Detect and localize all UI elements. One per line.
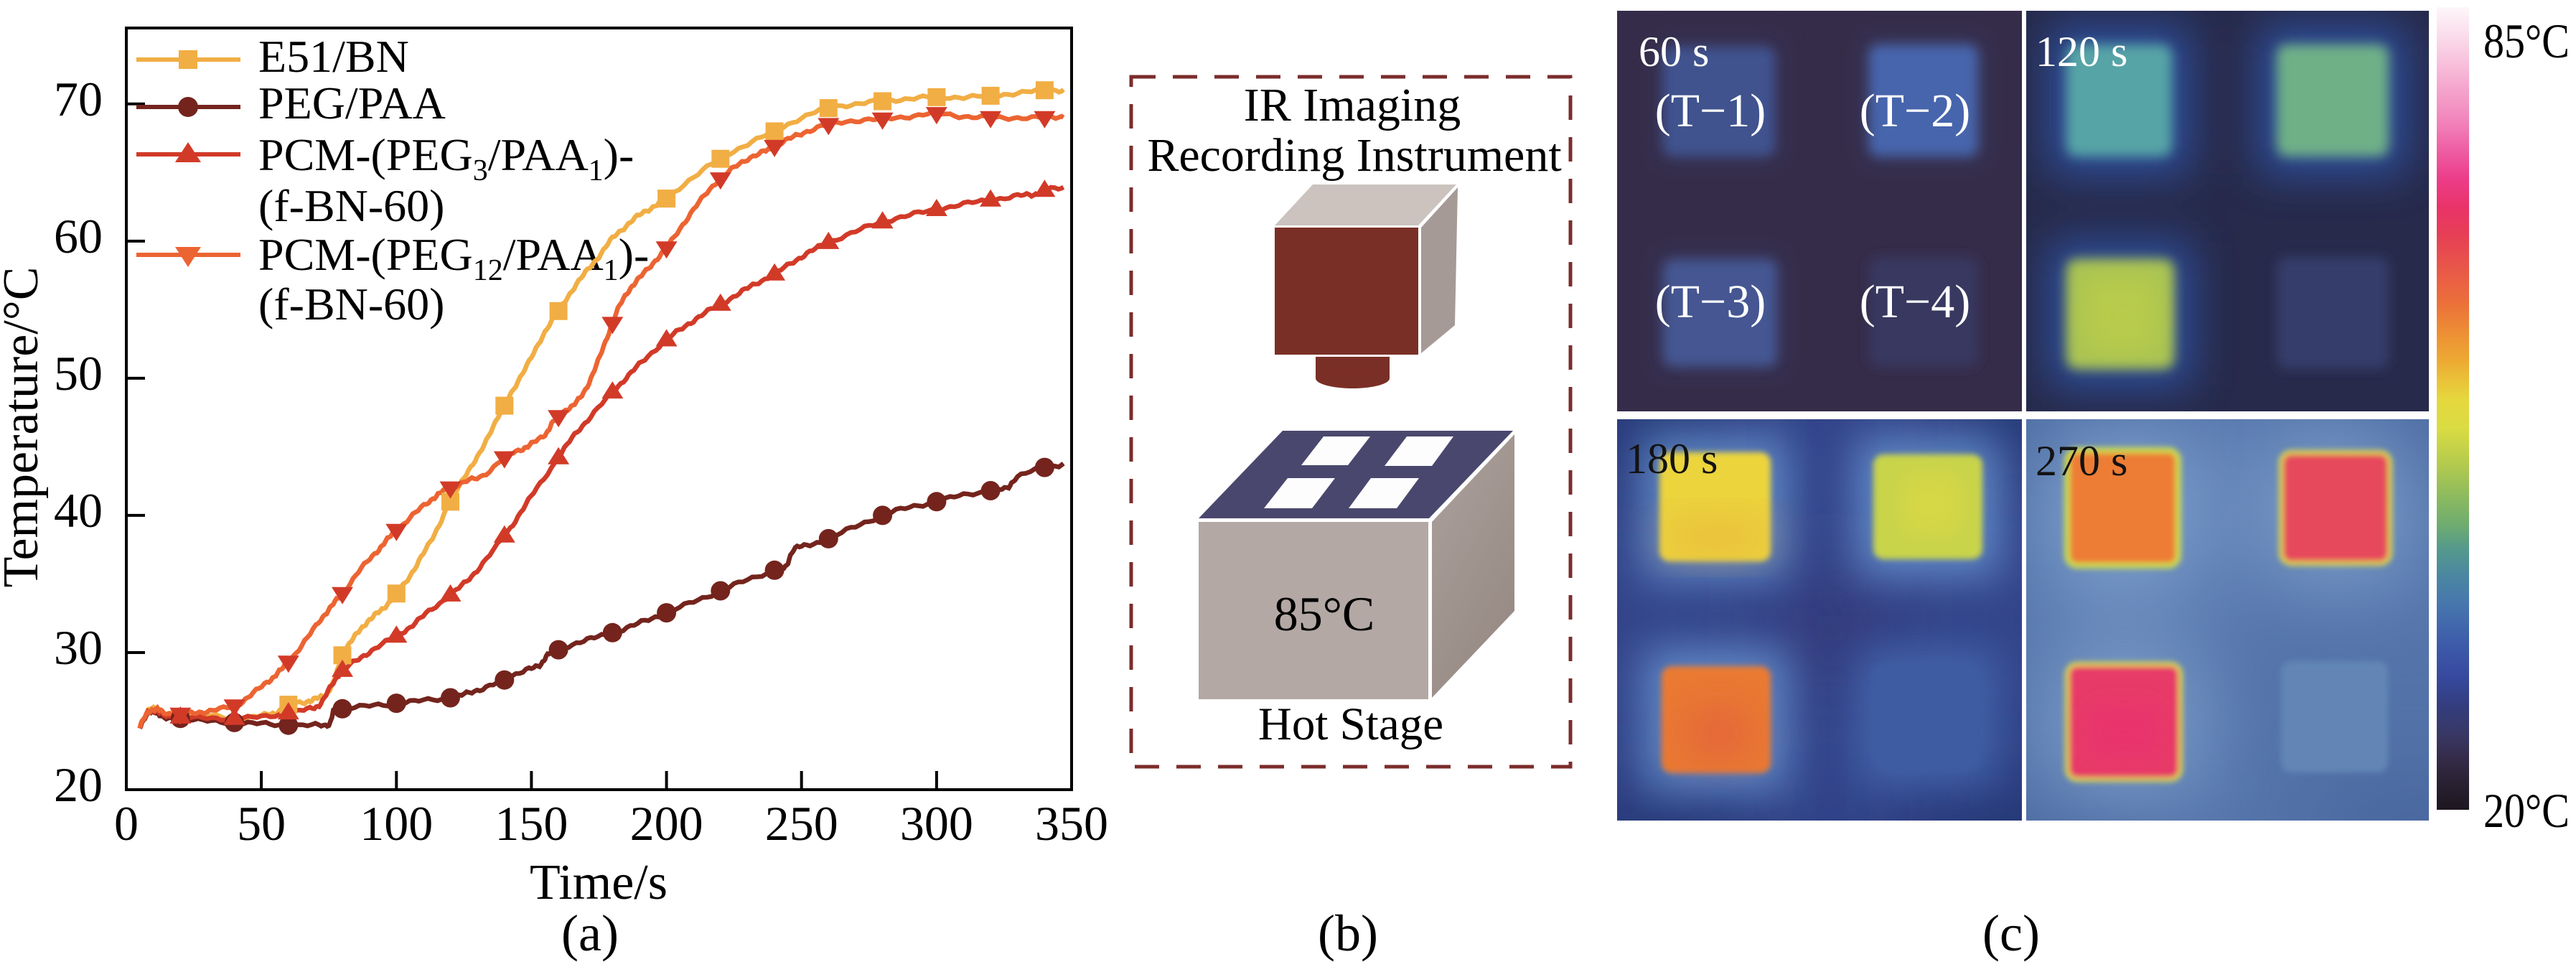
svg-text:(f-BN-60): (f-BN-60) [258, 279, 444, 330]
svg-text:E51/BN: E51/BN [258, 31, 409, 82]
svg-text:50: 50 [54, 346, 103, 401]
svg-text:(T−1): (T−1) [1655, 85, 1766, 137]
svg-text:PEG/PAA: PEG/PAA [258, 78, 446, 129]
svg-text:30: 30 [54, 620, 103, 675]
svg-text:Time/s: Time/s [530, 855, 668, 910]
svg-text:(T−4): (T−4) [1860, 276, 1971, 328]
svg-text:200: 200 [630, 796, 703, 851]
svg-text:0: 0 [114, 796, 139, 851]
svg-text:20: 20 [54, 757, 103, 812]
svg-text:270 s: 270 s [2036, 437, 2127, 485]
svg-text:180 s: 180 s [1626, 435, 1718, 482]
svg-text:60: 60 [54, 209, 103, 263]
svg-text:350: 350 [1035, 796, 1108, 851]
svg-text:150: 150 [495, 796, 568, 851]
svg-text:(c): (c) [1982, 905, 2040, 962]
svg-text:60 s: 60 s [1639, 28, 1709, 75]
svg-text:IR Imaging: IR Imaging [1244, 79, 1461, 131]
svg-text:PCM-(PEG3/PAA1)-: PCM-(PEG3/PAA1)- [258, 129, 634, 187]
svg-text:(a): (a) [561, 905, 619, 962]
svg-text:85°C: 85°C [2483, 14, 2570, 68]
svg-text:Temperature/°C: Temperature/°C [0, 267, 49, 588]
svg-text:250: 250 [765, 796, 838, 851]
svg-text:(f-BN-60): (f-BN-60) [258, 180, 444, 231]
svg-text:40: 40 [54, 483, 103, 538]
svg-text:120 s: 120 s [2036, 28, 2127, 75]
svg-text:100: 100 [360, 796, 433, 851]
svg-text:70: 70 [54, 72, 103, 126]
svg-text:(T−2): (T−2) [1860, 85, 1971, 137]
svg-text:85°C: 85°C [1274, 587, 1375, 641]
svg-text:(T−3): (T−3) [1655, 276, 1766, 328]
svg-text:20°C: 20°C [2483, 783, 2570, 838]
svg-text:(b): (b) [1318, 905, 1378, 962]
svg-text:50: 50 [237, 796, 286, 851]
svg-text:Recording Instrument: Recording Instrument [1147, 129, 1561, 182]
svg-text:300: 300 [900, 796, 973, 851]
svg-text:Hot Stage: Hot Stage [1258, 699, 1443, 750]
